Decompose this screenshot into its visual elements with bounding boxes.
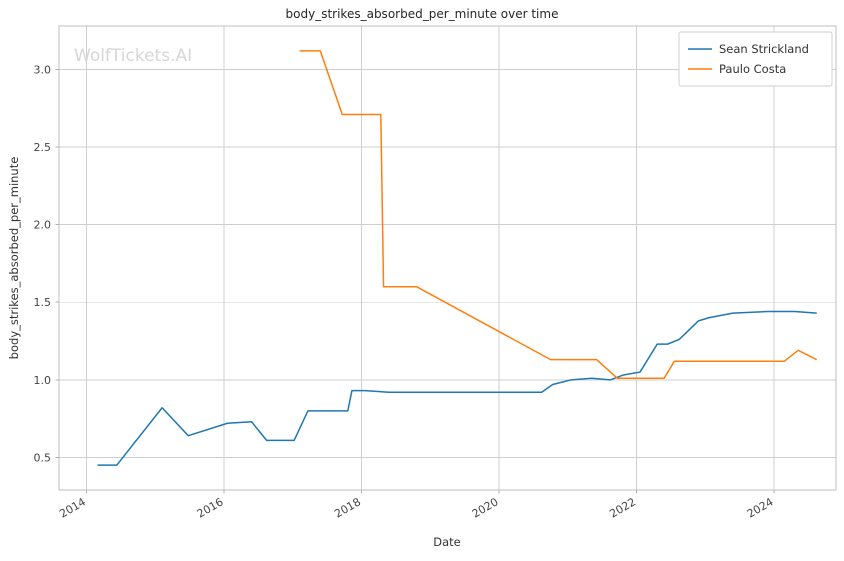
y-tick-label: 1.5 (34, 296, 52, 309)
data-series-group (97, 50, 818, 466)
y-tick-label: 2.0 (34, 219, 52, 232)
y-tick-label: 1.0 (34, 374, 52, 387)
x-gridlines (86, 26, 775, 490)
chart-legend[interactable]: Sean Strickland Paulo Costa (678, 31, 833, 87)
legend-label-2[interactable]: Paulo Costa (719, 62, 786, 76)
plot-area-background (59, 26, 836, 490)
watermark-label: WolfTickets.AI (74, 46, 192, 66)
y-tick-marks (55, 68, 59, 458)
series-line-2 (299, 50, 818, 380)
series-line-1 (97, 310, 817, 466)
plot-area-border (58, 25, 837, 491)
legend-background (678, 31, 833, 87)
x-axis-title: Date (433, 535, 461, 549)
y-tick-label: 3.0 (34, 63, 52, 76)
legend-label-1[interactable]: Sean Strickland (719, 42, 809, 56)
y-tick-label: 0.5 (34, 451, 52, 464)
y-tick-label: 2.5 (34, 141, 52, 154)
y-axis-title: body_strikes_absorbed_per_minute (7, 157, 21, 360)
y-tick-labels: 0.5 1.0 1.5 2.0 2.5 3.0 (34, 63, 52, 464)
chart-title: body_strikes_absorbed_per_minute over ti… (286, 7, 559, 21)
x-tick-marks (86, 490, 775, 494)
